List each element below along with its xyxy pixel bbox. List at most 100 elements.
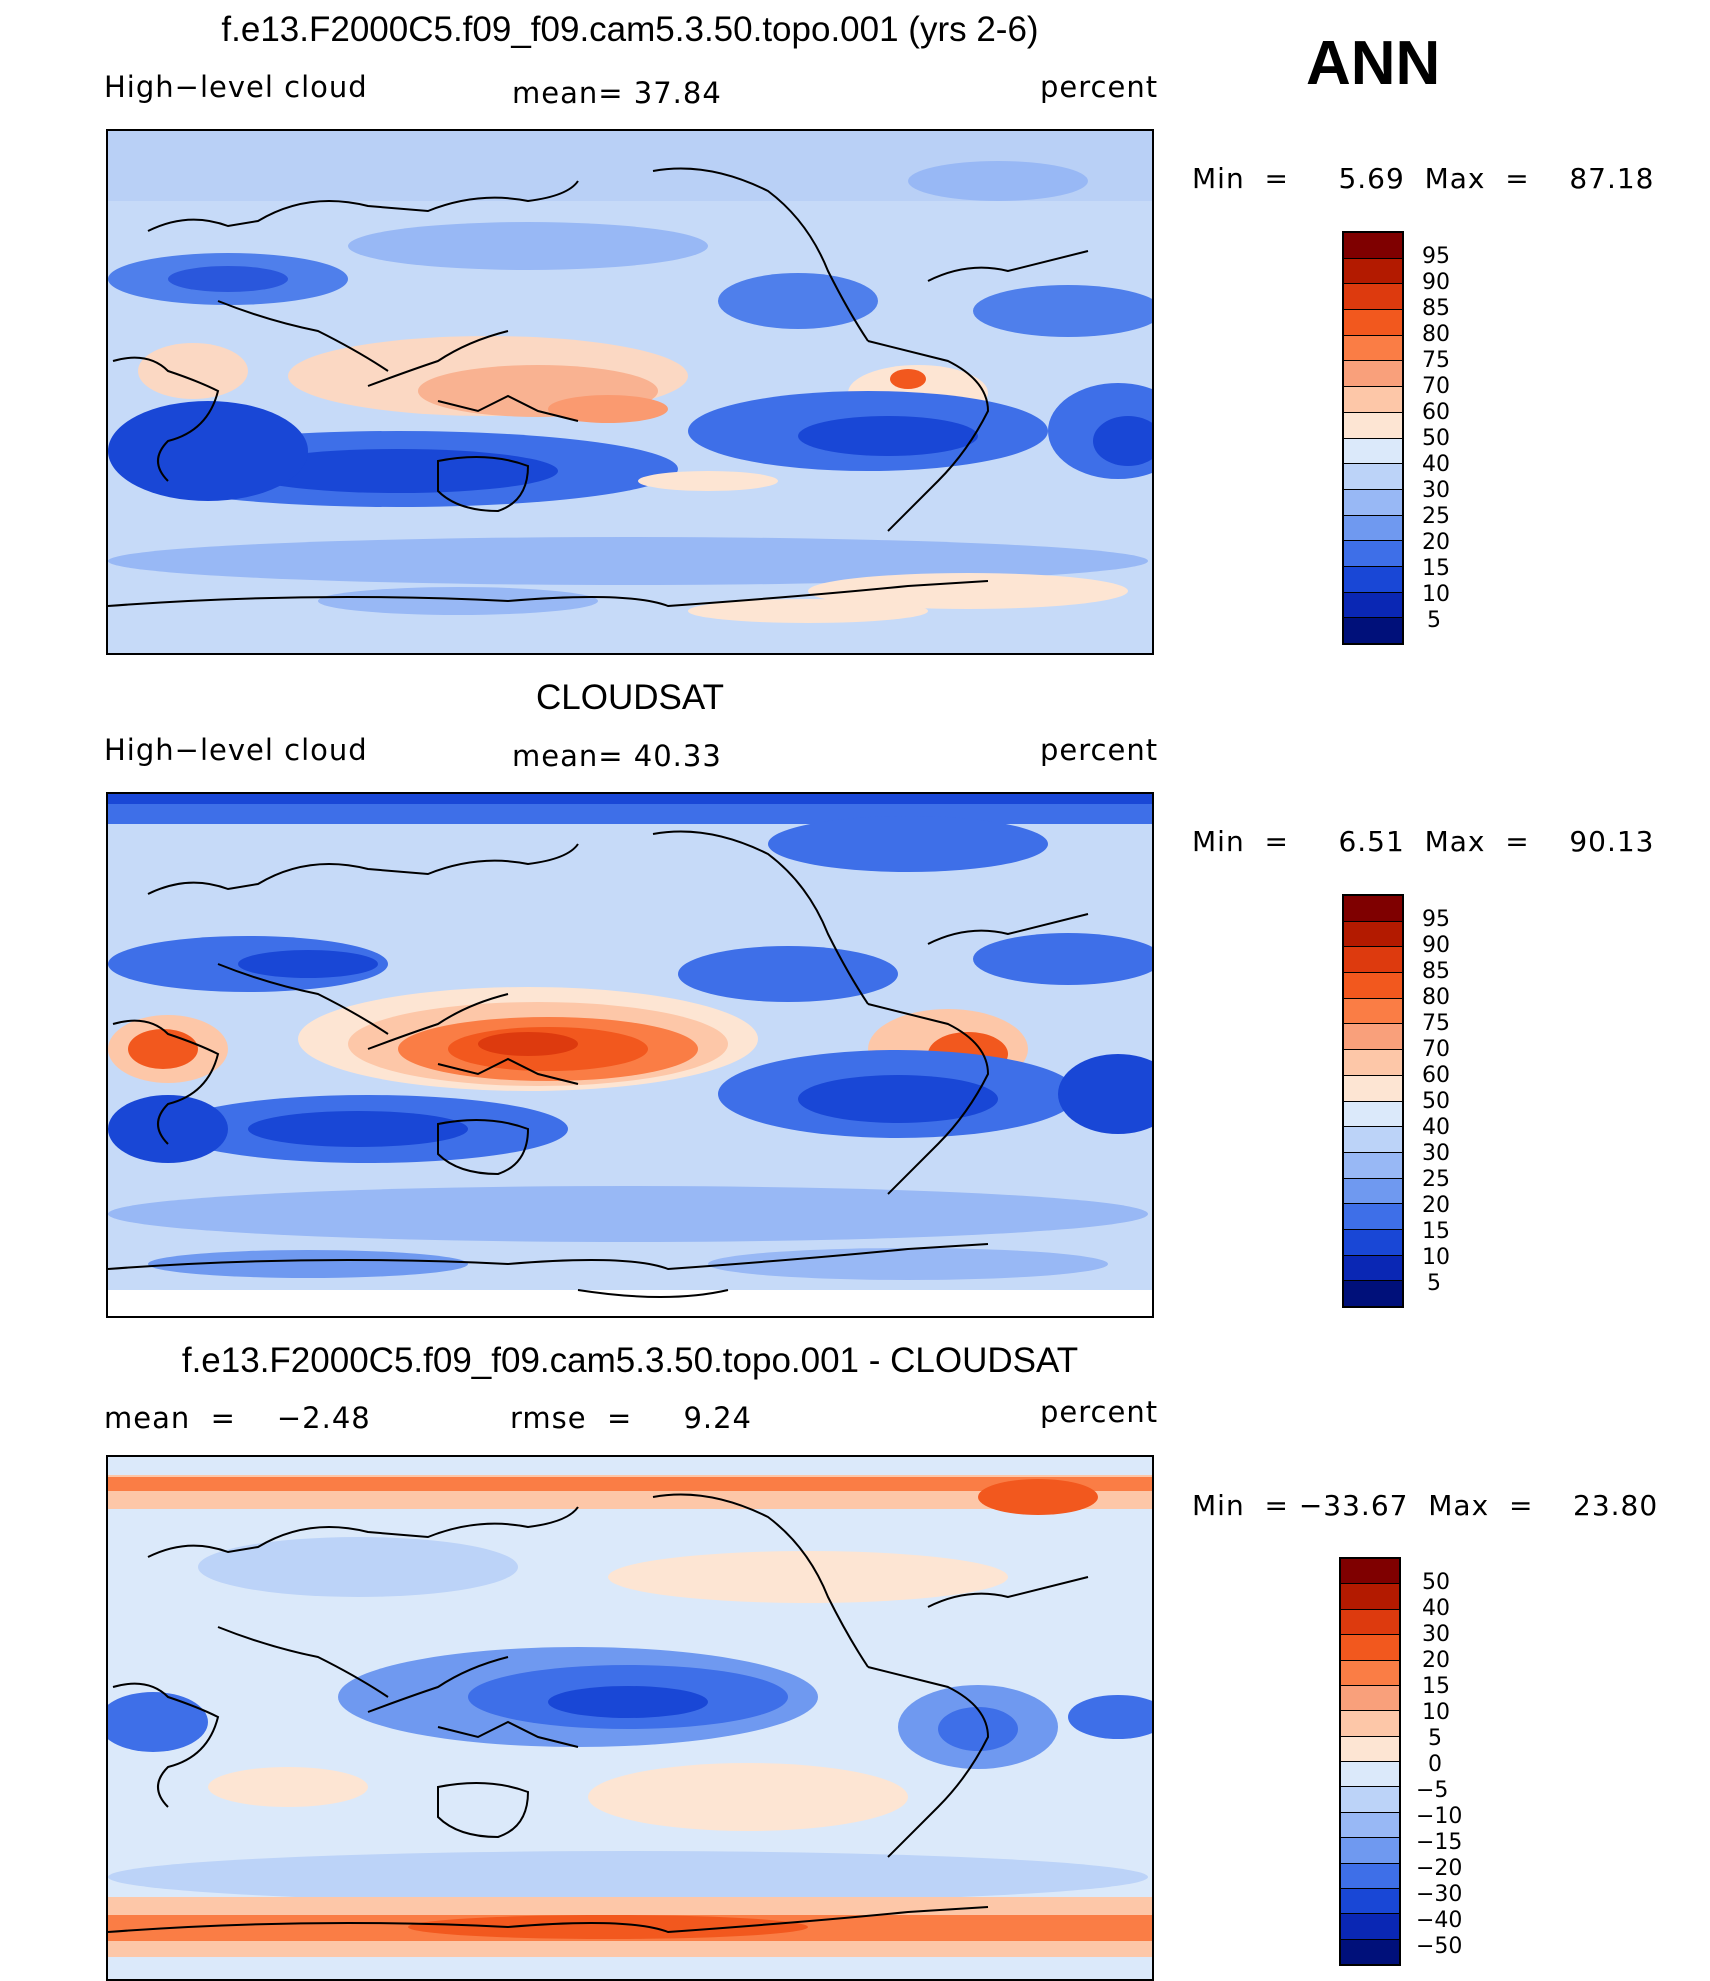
colorbar-swatch (1344, 233, 1402, 259)
colorbar-label: 30 (1422, 1622, 1450, 1647)
colorbar-swatch (1344, 541, 1402, 567)
colorbar-label: −15 (1416, 1830, 1463, 1855)
colorbar-label: 95 (1422, 244, 1450, 269)
colorbar-swatch (1341, 1914, 1399, 1940)
colorbar-swatch (1341, 1635, 1399, 1661)
panel-3-units-label: percent (1040, 1395, 1159, 1429)
colorbar-label: −30 (1416, 1882, 1463, 1907)
colorbar-swatch (1344, 412, 1402, 439)
panel-2-minmax: Min = 6.51 Max = 90.13 (1192, 825, 1655, 858)
colorbar-swatch (1344, 1075, 1402, 1102)
colorbar-swatch (1341, 1787, 1399, 1813)
colorbar-label: −40 (1416, 1908, 1463, 1933)
colorbar-label: −50 (1416, 1934, 1463, 1959)
panel-3-contour-field (108, 1457, 1152, 1979)
colorbar-swatch (1344, 566, 1402, 593)
colorbar-label: 60 (1422, 1063, 1450, 1088)
colorbar-swatch (1344, 998, 1402, 1025)
colorbar-swatch (1341, 1939, 1399, 1964)
colorbar-label: 5 (1428, 1726, 1442, 1751)
colorbar-swatch (1341, 1711, 1399, 1737)
colorbar-label: 5 (1427, 608, 1441, 633)
panel-3-map (106, 1455, 1154, 1981)
colorbar-label: 30 (1422, 478, 1450, 503)
colorbar-swatch (1344, 335, 1402, 362)
colorbar-swatch (1344, 489, 1402, 516)
colorbar-swatch (1344, 921, 1402, 948)
colorbar-swatch (1344, 1255, 1402, 1282)
panel-1-colorbar (1342, 231, 1404, 645)
colorbar-swatch (1344, 1101, 1402, 1128)
colorbar-swatch (1344, 387, 1402, 413)
colorbar-swatch (1344, 438, 1402, 465)
panel-1-units-label: percent (1040, 70, 1159, 104)
colorbar-swatch (1344, 258, 1402, 285)
colorbar-label: 40 (1422, 452, 1450, 477)
colorbar-swatch (1344, 592, 1402, 619)
colorbar-swatch (1344, 1050, 1402, 1076)
colorbar-swatch (1344, 1204, 1402, 1230)
colorbar-swatch (1341, 1736, 1399, 1762)
colorbar-swatch (1341, 1609, 1399, 1636)
colorbar-label: 40 (1422, 1596, 1450, 1621)
panel-3-rmse-label: rmse = 9.24 (510, 1401, 753, 1435)
colorbar-swatch (1344, 464, 1402, 490)
colorbar-label: −10 (1416, 1804, 1463, 1829)
colorbar-swatch (1344, 1127, 1402, 1153)
colorbar-label: 40 (1422, 1115, 1450, 1140)
colorbar-label: 10 (1422, 1245, 1450, 1270)
panel-3-title: f.e13.F2000C5.f09_f09.cam5.3.50.topo.001… (181, 1341, 1079, 1380)
panel-2-units-label: percent (1040, 733, 1159, 767)
colorbar-label: 50 (1422, 1089, 1450, 1114)
colorbar-label: −5 (1416, 1778, 1449, 1803)
colorbar-label: 80 (1422, 322, 1450, 347)
panel-1-variable-label: High−level cloud (104, 70, 368, 104)
colorbar-label: 20 (1422, 1648, 1450, 1673)
colorbar-swatch (1344, 618, 1402, 643)
colorbar-swatch (1344, 896, 1402, 922)
colorbar-label: 10 (1422, 1700, 1450, 1725)
colorbar-swatch (1344, 361, 1402, 388)
colorbar-swatch (1341, 1838, 1399, 1864)
panel-1-title: f.e13.F2000C5.f09_f09.cam5.3.50.topo.001… (221, 10, 1039, 49)
colorbar-label: −20 (1416, 1856, 1463, 1881)
panel-1-map (106, 129, 1154, 655)
colorbar-swatch (1341, 1685, 1399, 1712)
colorbar-label: 70 (1422, 1037, 1450, 1062)
panel-1-contour-field (108, 131, 1152, 653)
colorbar-label: 10 (1422, 582, 1450, 607)
panel-2-colorbar (1342, 894, 1404, 1308)
panel-3-colorbar (1339, 1557, 1401, 1966)
colorbar-swatch (1344, 1024, 1402, 1051)
colorbar-label: 50 (1422, 426, 1450, 451)
panel-2-map (106, 792, 1154, 1318)
colorbar-swatch (1344, 310, 1402, 336)
colorbar-swatch (1344, 515, 1402, 542)
colorbar-label: 60 (1422, 400, 1450, 425)
colorbar-label: 15 (1422, 1219, 1450, 1244)
colorbar-label: 90 (1422, 270, 1450, 295)
panel-2-mean-label: mean= 40.33 (512, 739, 722, 773)
panel-1-minmax: Min = 5.69 Max = 87.18 (1192, 162, 1655, 195)
colorbar-swatch (1344, 1152, 1402, 1179)
colorbar-swatch (1344, 1229, 1402, 1256)
colorbar-swatch (1341, 1812, 1399, 1839)
colorbar-label: 95 (1422, 907, 1450, 932)
panel-2-contour-field (108, 794, 1152, 1316)
panel-2-variable-label: High−level cloud (104, 733, 368, 767)
colorbar-label: 50 (1422, 1570, 1450, 1595)
colorbar-swatch (1344, 1178, 1402, 1205)
colorbar-swatch (1344, 284, 1402, 311)
colorbar-label: 75 (1422, 1011, 1450, 1036)
panel-3-minmax: Min = −33.67 Max = 23.80 (1192, 1489, 1659, 1522)
panel-2-title: CLOUDSAT (536, 678, 724, 717)
colorbar-label: 25 (1422, 504, 1450, 529)
colorbar-swatch (1344, 947, 1402, 974)
colorbar-label: 0 (1428, 1752, 1442, 1777)
colorbar-label: 20 (1422, 530, 1450, 555)
colorbar-label: 85 (1422, 959, 1450, 984)
colorbar-swatch (1341, 1660, 1399, 1686)
colorbar-label: 85 (1422, 296, 1450, 321)
panel-3-mean-label: mean = −2.48 (104, 1401, 371, 1435)
colorbar-swatch (1344, 1281, 1402, 1306)
